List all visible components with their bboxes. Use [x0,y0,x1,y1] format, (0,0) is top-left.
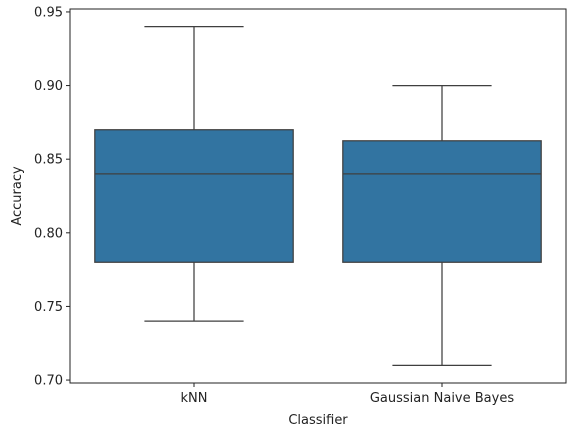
y-tick-label: 0.90 [34,79,63,94]
y-tick-label: 0.70 [34,374,63,389]
x-axis-label: Classifier [288,413,348,428]
x-axis-ticks: kNN Gaussian Naive Bayes [181,383,514,406]
y-axis-label: Accuracy [10,166,25,226]
x-tick-label: kNN [181,391,208,406]
box-2 [342,84,542,366]
box-iqr [94,129,294,263]
y-axis-ticks: 0.70 0.75 0.80 0.85 0.90 0.95 [34,5,70,389]
y-tick-label: 0.95 [34,5,63,20]
x-tick-label: Gaussian Naive Bayes [370,391,514,406]
box-series [94,26,542,366]
plot-frame [69,8,567,384]
box-iqr [342,140,542,263]
y-tick-label: 0.80 [34,226,63,241]
box-1 [94,26,294,322]
y-tick-label: 0.85 [34,153,63,168]
y-tick-label: 0.75 [34,300,63,315]
